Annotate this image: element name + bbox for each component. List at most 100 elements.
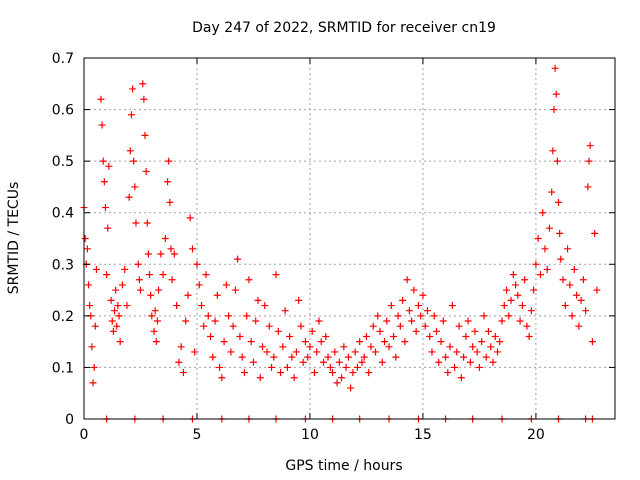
data-point xyxy=(414,302,422,310)
data-point xyxy=(125,193,133,201)
data-point xyxy=(225,312,233,320)
data-point xyxy=(367,343,375,351)
data-point xyxy=(306,343,314,351)
data-point xyxy=(83,245,91,253)
data-point xyxy=(179,369,187,377)
data-point xyxy=(229,322,237,330)
data-point xyxy=(530,286,538,294)
data-point xyxy=(188,245,196,253)
data-point xyxy=(91,322,99,330)
x-tick-label: 20 xyxy=(527,427,545,443)
x-tick-label: 10 xyxy=(301,427,319,443)
data-point xyxy=(390,332,398,340)
data-point xyxy=(89,379,97,387)
data-point xyxy=(107,296,115,304)
y-tick-label: 0.2 xyxy=(52,309,74,325)
data-point xyxy=(92,265,100,273)
data-point xyxy=(405,307,413,315)
x-tick-label: 0 xyxy=(80,427,89,443)
data-point xyxy=(218,374,226,382)
data-point xyxy=(204,312,212,320)
tick-labels: 0 5 10 15 20 0 0.1 0.2 0.3 0.4 0.5 0.6 0.7 xyxy=(52,51,545,443)
data-point xyxy=(432,327,440,335)
data-point xyxy=(457,374,465,382)
data-point xyxy=(374,312,382,320)
data-point xyxy=(518,302,526,310)
data-point xyxy=(532,260,540,268)
data-point xyxy=(121,265,129,273)
data-point xyxy=(252,317,260,325)
data-point xyxy=(369,322,377,330)
data-point xyxy=(509,271,517,279)
data-point xyxy=(527,307,535,315)
data-point xyxy=(191,348,199,356)
data-point xyxy=(451,363,459,371)
data-point xyxy=(292,348,300,356)
data-point xyxy=(541,245,549,253)
data-point xyxy=(500,302,508,310)
data-point xyxy=(582,307,590,315)
data-point xyxy=(315,317,323,325)
data-point xyxy=(211,317,219,325)
data-point xyxy=(351,348,359,356)
data-point xyxy=(268,363,276,371)
data-point xyxy=(184,291,192,299)
data-point xyxy=(322,332,330,340)
data-point xyxy=(577,296,585,304)
data-point xyxy=(299,358,307,366)
data-point xyxy=(525,332,533,340)
data-point xyxy=(151,307,159,315)
data-point xyxy=(455,322,463,330)
data-point xyxy=(173,302,181,310)
data-point xyxy=(570,265,578,273)
data-point xyxy=(234,255,242,263)
data-point xyxy=(140,95,148,103)
data-point xyxy=(435,358,443,366)
data-point xyxy=(464,317,472,325)
data-point xyxy=(130,157,138,165)
data-point xyxy=(175,358,183,366)
data-point xyxy=(553,157,561,165)
data-point xyxy=(134,260,142,268)
data-point xyxy=(539,209,547,217)
data-point xyxy=(245,276,253,284)
data-point xyxy=(426,332,434,340)
data-point xyxy=(586,142,594,150)
data-point xyxy=(484,327,492,335)
data-point xyxy=(324,353,332,361)
data-point xyxy=(412,327,420,335)
data-point xyxy=(139,80,147,88)
data-point xyxy=(195,281,203,289)
data-point xyxy=(231,286,239,294)
data-point xyxy=(148,312,156,320)
data-point xyxy=(263,348,271,356)
data-point xyxy=(331,348,339,356)
x-tick-label: 15 xyxy=(414,427,432,443)
data-point xyxy=(333,379,341,387)
data-point xyxy=(220,338,228,346)
data-point xyxy=(423,307,431,315)
data-point xyxy=(118,281,126,289)
data-point xyxy=(482,353,490,361)
data-point xyxy=(301,338,309,346)
data-point xyxy=(153,317,161,325)
data-point xyxy=(222,281,230,289)
data-point xyxy=(338,374,346,382)
data-point xyxy=(591,229,599,237)
data-point xyxy=(129,85,137,93)
data-point xyxy=(297,322,305,330)
data-point xyxy=(202,271,210,279)
data-point xyxy=(320,358,328,366)
x-tick-label: 5 xyxy=(193,427,202,443)
data-point xyxy=(104,224,112,232)
data-point xyxy=(512,281,520,289)
data-point xyxy=(279,343,287,351)
data-point xyxy=(200,322,208,330)
data-point xyxy=(85,281,93,289)
data-point xyxy=(381,338,389,346)
data-point xyxy=(243,312,251,320)
data-point xyxy=(473,348,481,356)
data-point xyxy=(579,276,587,284)
data-point xyxy=(103,271,111,279)
